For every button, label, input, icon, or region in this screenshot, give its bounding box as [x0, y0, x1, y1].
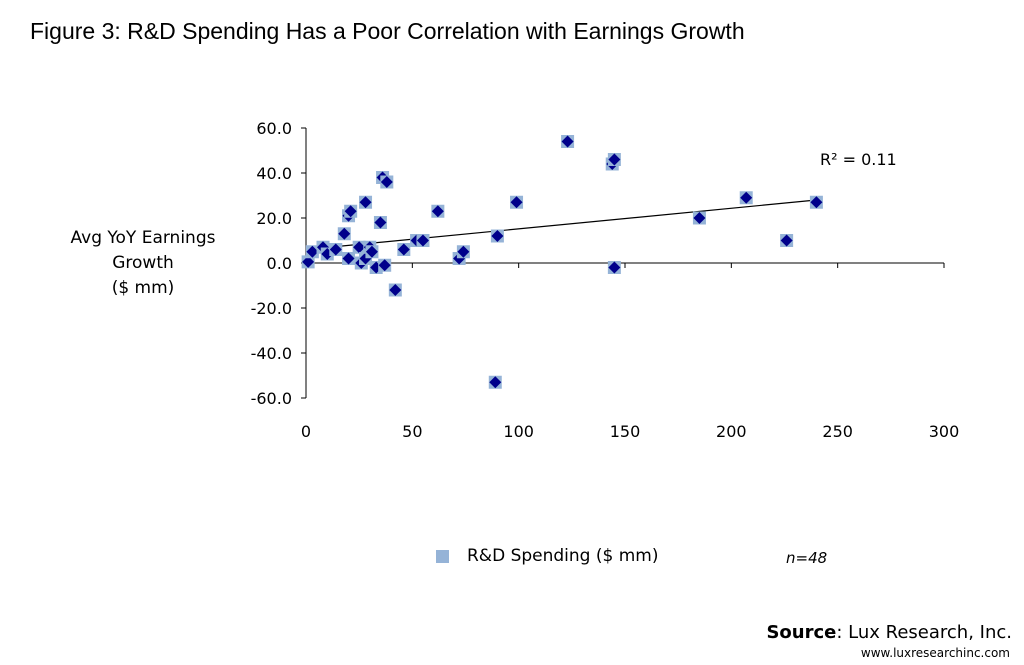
data-point-marker	[457, 245, 470, 258]
sample-size-note: n=48	[786, 549, 828, 567]
data-point	[488, 375, 502, 389]
data-point	[378, 258, 392, 272]
data-point-marker	[491, 230, 504, 242]
x-tick-label: 300	[929, 422, 960, 441]
y-axis-label-line: Avg YoY Earnings	[70, 228, 216, 248]
figure-title: Figure 3: R&D Spending Has a Poor Correl…	[30, 18, 745, 44]
data-point	[344, 204, 358, 218]
data-point-marker	[359, 196, 372, 209]
source-label: Source	[766, 622, 837, 643]
y-axis-label-line: ($ mm)	[111, 278, 175, 298]
data-point	[352, 240, 366, 254]
data-point	[780, 234, 794, 247]
data-point-marker	[306, 245, 319, 258]
x-tick-label: 250	[822, 422, 853, 441]
data-point-marker	[561, 135, 574, 148]
data-point-marker	[510, 196, 523, 209]
data-point	[365, 245, 379, 259]
data-point	[456, 245, 470, 259]
data-point-marker	[416, 234, 429, 247]
data-point	[607, 153, 621, 166]
data-point	[607, 261, 621, 274]
y-axis-label: Avg YoY Earnings Growth ($ mm)	[48, 226, 238, 301]
y-tick-label: 20.0	[256, 209, 292, 228]
data-point-marker	[365, 245, 378, 258]
data-points	[301, 135, 823, 389]
y-tick-label: 60.0	[256, 119, 292, 138]
chart-ticks: 60.0 40.0 20.0 0.0 -20.0 -40.0 -60.0 0 50 100 150 2…	[251, 119, 960, 441]
y-tick-label: 0.0	[267, 254, 292, 273]
data-point-marker	[693, 212, 706, 224]
source-text: : Lux Research, Inc.	[836, 622, 1012, 643]
data-point	[397, 243, 411, 256]
y-tick-label: -20.0	[251, 299, 292, 318]
source-credit: Source: Lux Research, Inc.	[766, 622, 1012, 643]
data-point-marker	[397, 243, 410, 256]
legend: R&D Spending ($ mm)	[436, 546, 658, 566]
data-point	[359, 195, 373, 209]
data-point	[329, 243, 343, 256]
data-point-marker	[608, 261, 621, 274]
y-tick-label: 40.0	[256, 164, 292, 183]
x-tick-label: 0	[301, 422, 311, 441]
data-point-marker	[431, 205, 444, 218]
data-point-marker	[489, 376, 502, 389]
data-point	[416, 234, 430, 247]
data-point	[388, 283, 402, 297]
data-point-marker	[389, 284, 402, 296]
trendline-group	[305, 199, 817, 251]
data-point-marker	[302, 255, 315, 268]
data-point	[342, 252, 356, 265]
data-point-marker	[329, 243, 342, 256]
data-point	[510, 195, 524, 209]
data-point-marker	[374, 216, 387, 229]
x-tick-label: 150	[610, 422, 641, 441]
data-point	[301, 255, 315, 269]
y-tick-label: -40.0	[251, 344, 292, 363]
x-tick-label: 50	[402, 422, 422, 441]
data-point-marker	[353, 241, 366, 254]
data-point	[692, 211, 706, 225]
data-point	[809, 195, 823, 209]
data-point	[373, 216, 387, 229]
data-point-marker	[380, 176, 393, 188]
data-point	[337, 227, 351, 241]
data-point	[431, 204, 445, 218]
y-tick-label: -60.0	[251, 389, 292, 408]
data-point-marker	[608, 153, 621, 166]
x-tick-label: 100	[503, 422, 534, 441]
r-squared-label: R² = 0.11	[820, 150, 897, 169]
data-point	[305, 245, 319, 259]
source-url: www.luxresearchinc.com	[860, 646, 1010, 660]
data-point	[380, 175, 394, 189]
trendline	[305, 199, 817, 251]
data-point	[739, 191, 753, 205]
y-axis-label-line: Growth	[112, 253, 174, 273]
data-point-marker	[344, 205, 357, 218]
x-tick-label: 200	[716, 422, 747, 441]
data-point-marker	[378, 259, 391, 272]
legend-label: R&D Spending ($ mm)	[467, 546, 659, 566]
data-point-marker	[740, 191, 753, 204]
data-point-marker	[342, 252, 355, 265]
data-point-marker	[780, 234, 793, 247]
data-point-marker	[810, 196, 823, 209]
data-point-marker	[338, 227, 351, 240]
data-point	[561, 135, 575, 148]
data-point	[490, 229, 504, 243]
legend-swatch	[436, 549, 449, 563]
